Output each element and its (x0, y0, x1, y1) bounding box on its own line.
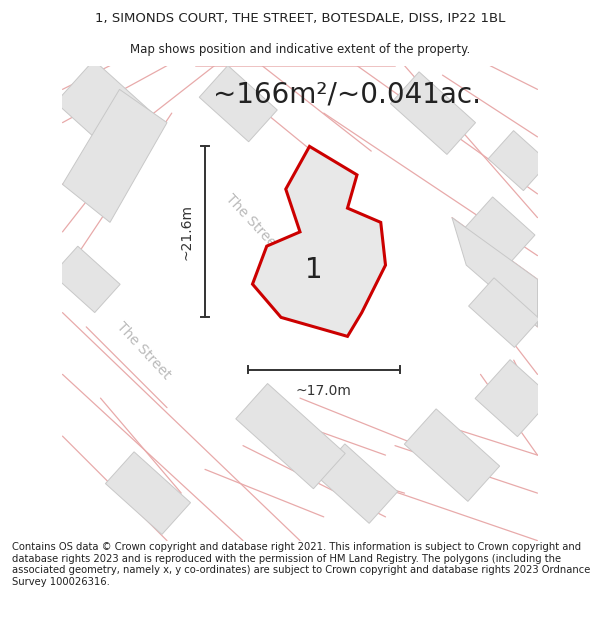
Polygon shape (236, 384, 345, 489)
Polygon shape (52, 246, 120, 312)
Text: ~17.0m: ~17.0m (296, 384, 352, 398)
Polygon shape (253, 146, 386, 336)
Polygon shape (391, 72, 476, 154)
Polygon shape (106, 452, 191, 534)
Text: ~21.6m: ~21.6m (179, 204, 193, 260)
Text: The Street: The Street (113, 319, 173, 382)
Polygon shape (62, 89, 167, 222)
Polygon shape (464, 197, 535, 267)
Text: 1, SIMONDS COURT, THE STREET, BOTESDALE, DISS, IP22 1BL: 1, SIMONDS COURT, THE STREET, BOTESDALE,… (95, 12, 505, 25)
Polygon shape (316, 444, 398, 523)
Text: Contains OS data © Crown copyright and database right 2021. This information is : Contains OS data © Crown copyright and d… (12, 542, 590, 587)
Polygon shape (404, 409, 500, 501)
Polygon shape (199, 66, 277, 142)
Text: Map shows position and indicative extent of the property.: Map shows position and indicative extent… (130, 42, 470, 56)
Text: ~166m²/~0.041ac.: ~166m²/~0.041ac. (214, 80, 482, 108)
Polygon shape (488, 131, 549, 191)
Polygon shape (56, 60, 164, 166)
Polygon shape (452, 217, 538, 327)
Polygon shape (475, 359, 553, 437)
Text: 1: 1 (305, 256, 323, 284)
Text: The Street: The Street (223, 191, 282, 254)
Polygon shape (469, 278, 540, 348)
